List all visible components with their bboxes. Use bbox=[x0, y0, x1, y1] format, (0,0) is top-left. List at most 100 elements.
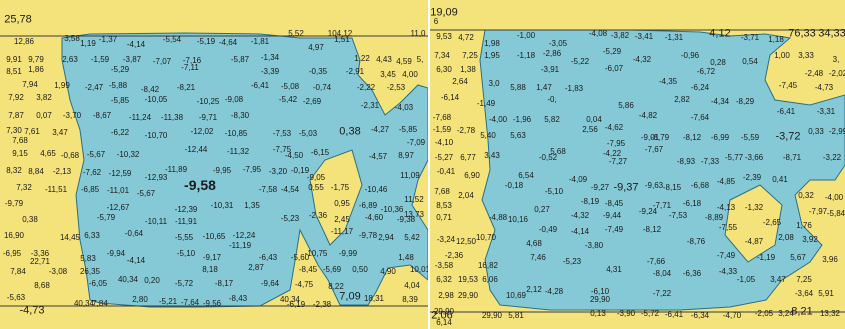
contour-value-label: -1,75 bbox=[330, 183, 350, 192]
contour-value-label: -4,88 bbox=[488, 213, 508, 222]
contour-value-label: -1,96 bbox=[512, 115, 532, 124]
contour-value-label: -7,49 bbox=[604, 225, 624, 234]
contour-value-label: -5,22 bbox=[570, 57, 590, 66]
contour-value-label: -3,41 bbox=[634, 32, 654, 41]
contour-value-label: -3,08 bbox=[48, 267, 68, 276]
contour-value-label: -7,16 bbox=[182, 56, 202, 65]
contour-value-label: 5,83 bbox=[80, 254, 96, 263]
contour-value-label: -8,67 bbox=[92, 111, 112, 120]
contour-value-label: 3,96 bbox=[822, 255, 838, 264]
contour-value-label: -11,89 bbox=[164, 165, 188, 174]
contour-value-label: 0,04 bbox=[586, 115, 602, 124]
contour-value-label: -4,33 bbox=[718, 267, 738, 276]
contour-value-label: -6,07 bbox=[604, 64, 624, 73]
contour-value-label: -2,05 bbox=[754, 309, 774, 318]
contour-value-label: -2,02 bbox=[828, 69, 845, 78]
contour-value-label: 0,13 bbox=[590, 309, 606, 318]
contour-value-label: -7,66 bbox=[646, 257, 666, 266]
contour-value-label: 1,38 bbox=[460, 65, 476, 74]
contour-value-label: 6,32 bbox=[436, 275, 452, 284]
contour-value-label: 0,71 bbox=[436, 213, 452, 222]
contour-value-label: -8,43 bbox=[228, 294, 248, 303]
contour-value-label: 0,50 bbox=[352, 265, 368, 274]
contour-value-label: -6,18 bbox=[682, 199, 702, 208]
contour-value-label: 7,32 bbox=[16, 183, 32, 192]
contour-value-label: -2,53 bbox=[386, 83, 406, 92]
contour-value-label: -0,74 bbox=[312, 83, 332, 92]
contour-value-label: -12,93 bbox=[144, 173, 168, 182]
contour-value-label: -2,38 bbox=[312, 300, 332, 309]
contour-value-label: -6,85 bbox=[80, 185, 100, 194]
contour-value-label: -3,72 bbox=[775, 130, 801, 143]
contour-value-label: 5,52 bbox=[288, 29, 304, 38]
contour-value-label: -8,15 bbox=[662, 183, 682, 192]
contour-value-label: 1,99 bbox=[54, 81, 70, 90]
contour-value-label: 7,92 bbox=[8, 93, 24, 102]
contour-value-label: 0,32 bbox=[798, 191, 814, 200]
contour-value-label: -4,57 bbox=[368, 152, 388, 161]
contour-value-label: 13,73 bbox=[403, 210, 425, 219]
right-blue-region bbox=[479, 29, 845, 311]
contour-value-label: -3,87 bbox=[122, 55, 142, 64]
contour-value-label: 8,97 bbox=[398, 151, 414, 160]
contour-value-label: 4,31 bbox=[606, 265, 622, 274]
contour-value-label: 5,88 bbox=[510, 83, 526, 92]
contour-value-label: -7,49 bbox=[716, 251, 736, 260]
contour-value-label: -5,10 bbox=[176, 249, 196, 258]
left-yellow-inlet bbox=[309, 149, 363, 246]
contour-value-label: -9,17 bbox=[202, 253, 222, 262]
contour-value-label: -7,75 bbox=[272, 145, 292, 154]
contour-value-label: -10,85 bbox=[224, 129, 248, 138]
contour-value-label: -12,02 bbox=[190, 127, 214, 136]
contour-value-label: -1,19 bbox=[756, 253, 776, 262]
contour-value-label: 0,38 bbox=[339, 125, 361, 138]
contour-value-label: 4,90 bbox=[380, 267, 396, 276]
contour-value-label: 8,39 bbox=[402, 295, 418, 304]
contour-value-label: -2,69 bbox=[302, 97, 322, 106]
contour-value-label: -11,17 bbox=[330, 227, 354, 236]
contour-value-label: -11,51 bbox=[44, 185, 68, 194]
contour-value-label: 7,84 bbox=[10, 267, 26, 276]
left-contour-map: 25,78 5,52 104,12 11,0 12,86 3,58 1,19 -1,37 -4,… bbox=[0, 0, 428, 329]
contour-value-label: 8,18 bbox=[202, 265, 218, 274]
contour-value-label: -6,99 bbox=[710, 133, 730, 142]
contour-value-label: -3,20 bbox=[268, 167, 288, 176]
contour-value-label: 0,27 bbox=[534, 205, 550, 214]
contour-value-label: -7,95 bbox=[242, 165, 262, 174]
contour-value-label: 34,33 bbox=[818, 27, 845, 40]
contour-value-label: -4,32 bbox=[632, 55, 652, 64]
contour-value-label: -5,29 bbox=[110, 65, 130, 74]
contour-value-label: -7,62 bbox=[82, 168, 102, 177]
contour-value-label: -9,56 bbox=[202, 299, 222, 308]
contour-value-label: 7,94 bbox=[22, 80, 38, 89]
contour-value-label: -7,97 bbox=[808, 207, 828, 216]
contour-value-label: 5,63 bbox=[510, 131, 526, 140]
contour-value-label: -9,44 bbox=[602, 211, 622, 220]
contour-value-label: 2,04 bbox=[458, 191, 474, 200]
contour-value-label: 40,34 bbox=[117, 275, 139, 284]
contour-value-label: -1,18 bbox=[516, 51, 536, 60]
contour-value-label: -4,13 bbox=[716, 203, 736, 212]
contour-value-label: 7,61 bbox=[24, 127, 40, 136]
contour-value-label: -10,11 bbox=[144, 217, 168, 226]
contour-value-label: 9,53 bbox=[436, 32, 452, 41]
contour-value-label: -7,09 bbox=[406, 138, 426, 147]
contour-value-label: -3,05 bbox=[548, 39, 568, 48]
contour-value-label: 1,19 bbox=[80, 39, 96, 48]
contour-value-label: -9,71 bbox=[198, 113, 218, 122]
contour-value-label: -3,58 bbox=[434, 261, 454, 270]
contour-value-label: 7,30 bbox=[6, 126, 22, 135]
contour-value-label: 4,68 bbox=[526, 239, 542, 248]
contour-value-label: 25,78 bbox=[4, 13, 32, 26]
contour-value-label: 8,53 bbox=[436, 201, 452, 210]
contour-value-label: 9,91 bbox=[6, 55, 22, 64]
contour-value-label: 104,12 bbox=[327, 29, 353, 38]
contour-value-label: 7,25 bbox=[796, 275, 812, 284]
contour-value-label: -12,24 bbox=[232, 231, 256, 240]
contour-value-label: 0,38 bbox=[22, 215, 38, 224]
contour-value-label: 3,47 bbox=[770, 275, 786, 284]
contour-value-label: 8,68 bbox=[34, 281, 50, 290]
contour-value-label: -1,37 bbox=[98, 35, 118, 44]
contour-value-label: -4,64 bbox=[218, 38, 238, 47]
contour-value-label: -7,45 bbox=[778, 81, 798, 90]
